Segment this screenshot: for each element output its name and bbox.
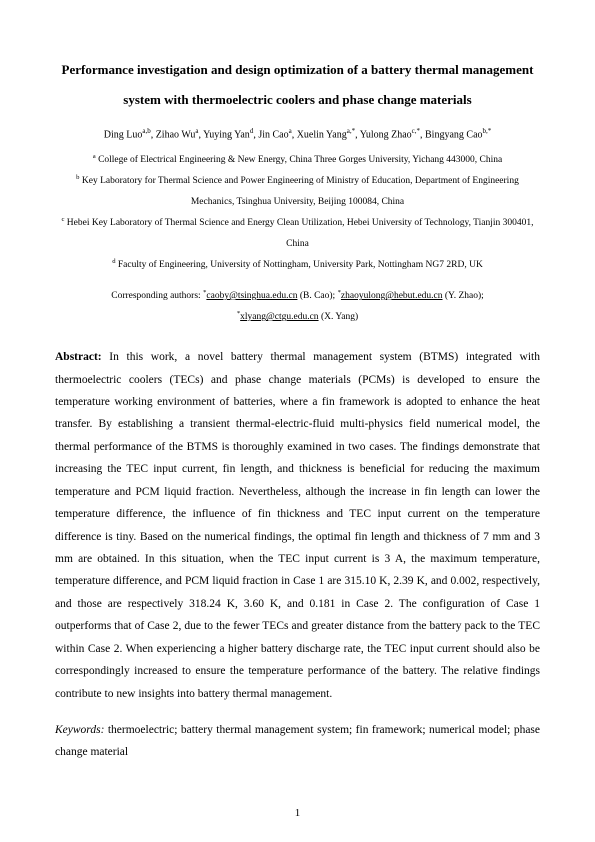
corresponding-authors: Corresponding authors: *caoby@tsinghua.e… <box>55 286 540 328</box>
corresponding-line: *xlyang@ctgu.edu.cn (X. Yang) <box>55 307 540 328</box>
abstract-text: In this work, a novel battery thermal ma… <box>55 351 540 699</box>
keywords-text: thermoelectric; battery thermal manageme… <box>55 724 540 758</box>
affiliations-block: a College of Electrical Engineering & Ne… <box>55 150 540 276</box>
abstract-block: Abstract: In this work, a novel battery … <box>55 346 540 705</box>
abstract-label: Abstract: <box>55 351 109 363</box>
affiliation-line: a College of Electrical Engineering & Ne… <box>55 150 540 171</box>
authors-line: Ding Luoa,b, Zihao Wua, Yuying Yand, Jin… <box>55 125 540 144</box>
keywords-label: Keywords: <box>55 724 108 736</box>
paper-title: Performance investigation and design opt… <box>55 55 540 115</box>
keywords-block: Keywords: thermoelectric; battery therma… <box>55 719 540 764</box>
corresponding-line: Corresponding authors: *caoby@tsinghua.e… <box>55 286 540 307</box>
affiliation-line: b Key Laboratory for Thermal Science and… <box>55 171 540 213</box>
affiliation-line: d Faculty of Engineering, University of … <box>55 255 540 276</box>
page-number: 1 <box>0 803 595 824</box>
affiliation-line: c Hebei Key Laboratory of Thermal Scienc… <box>55 213 540 255</box>
